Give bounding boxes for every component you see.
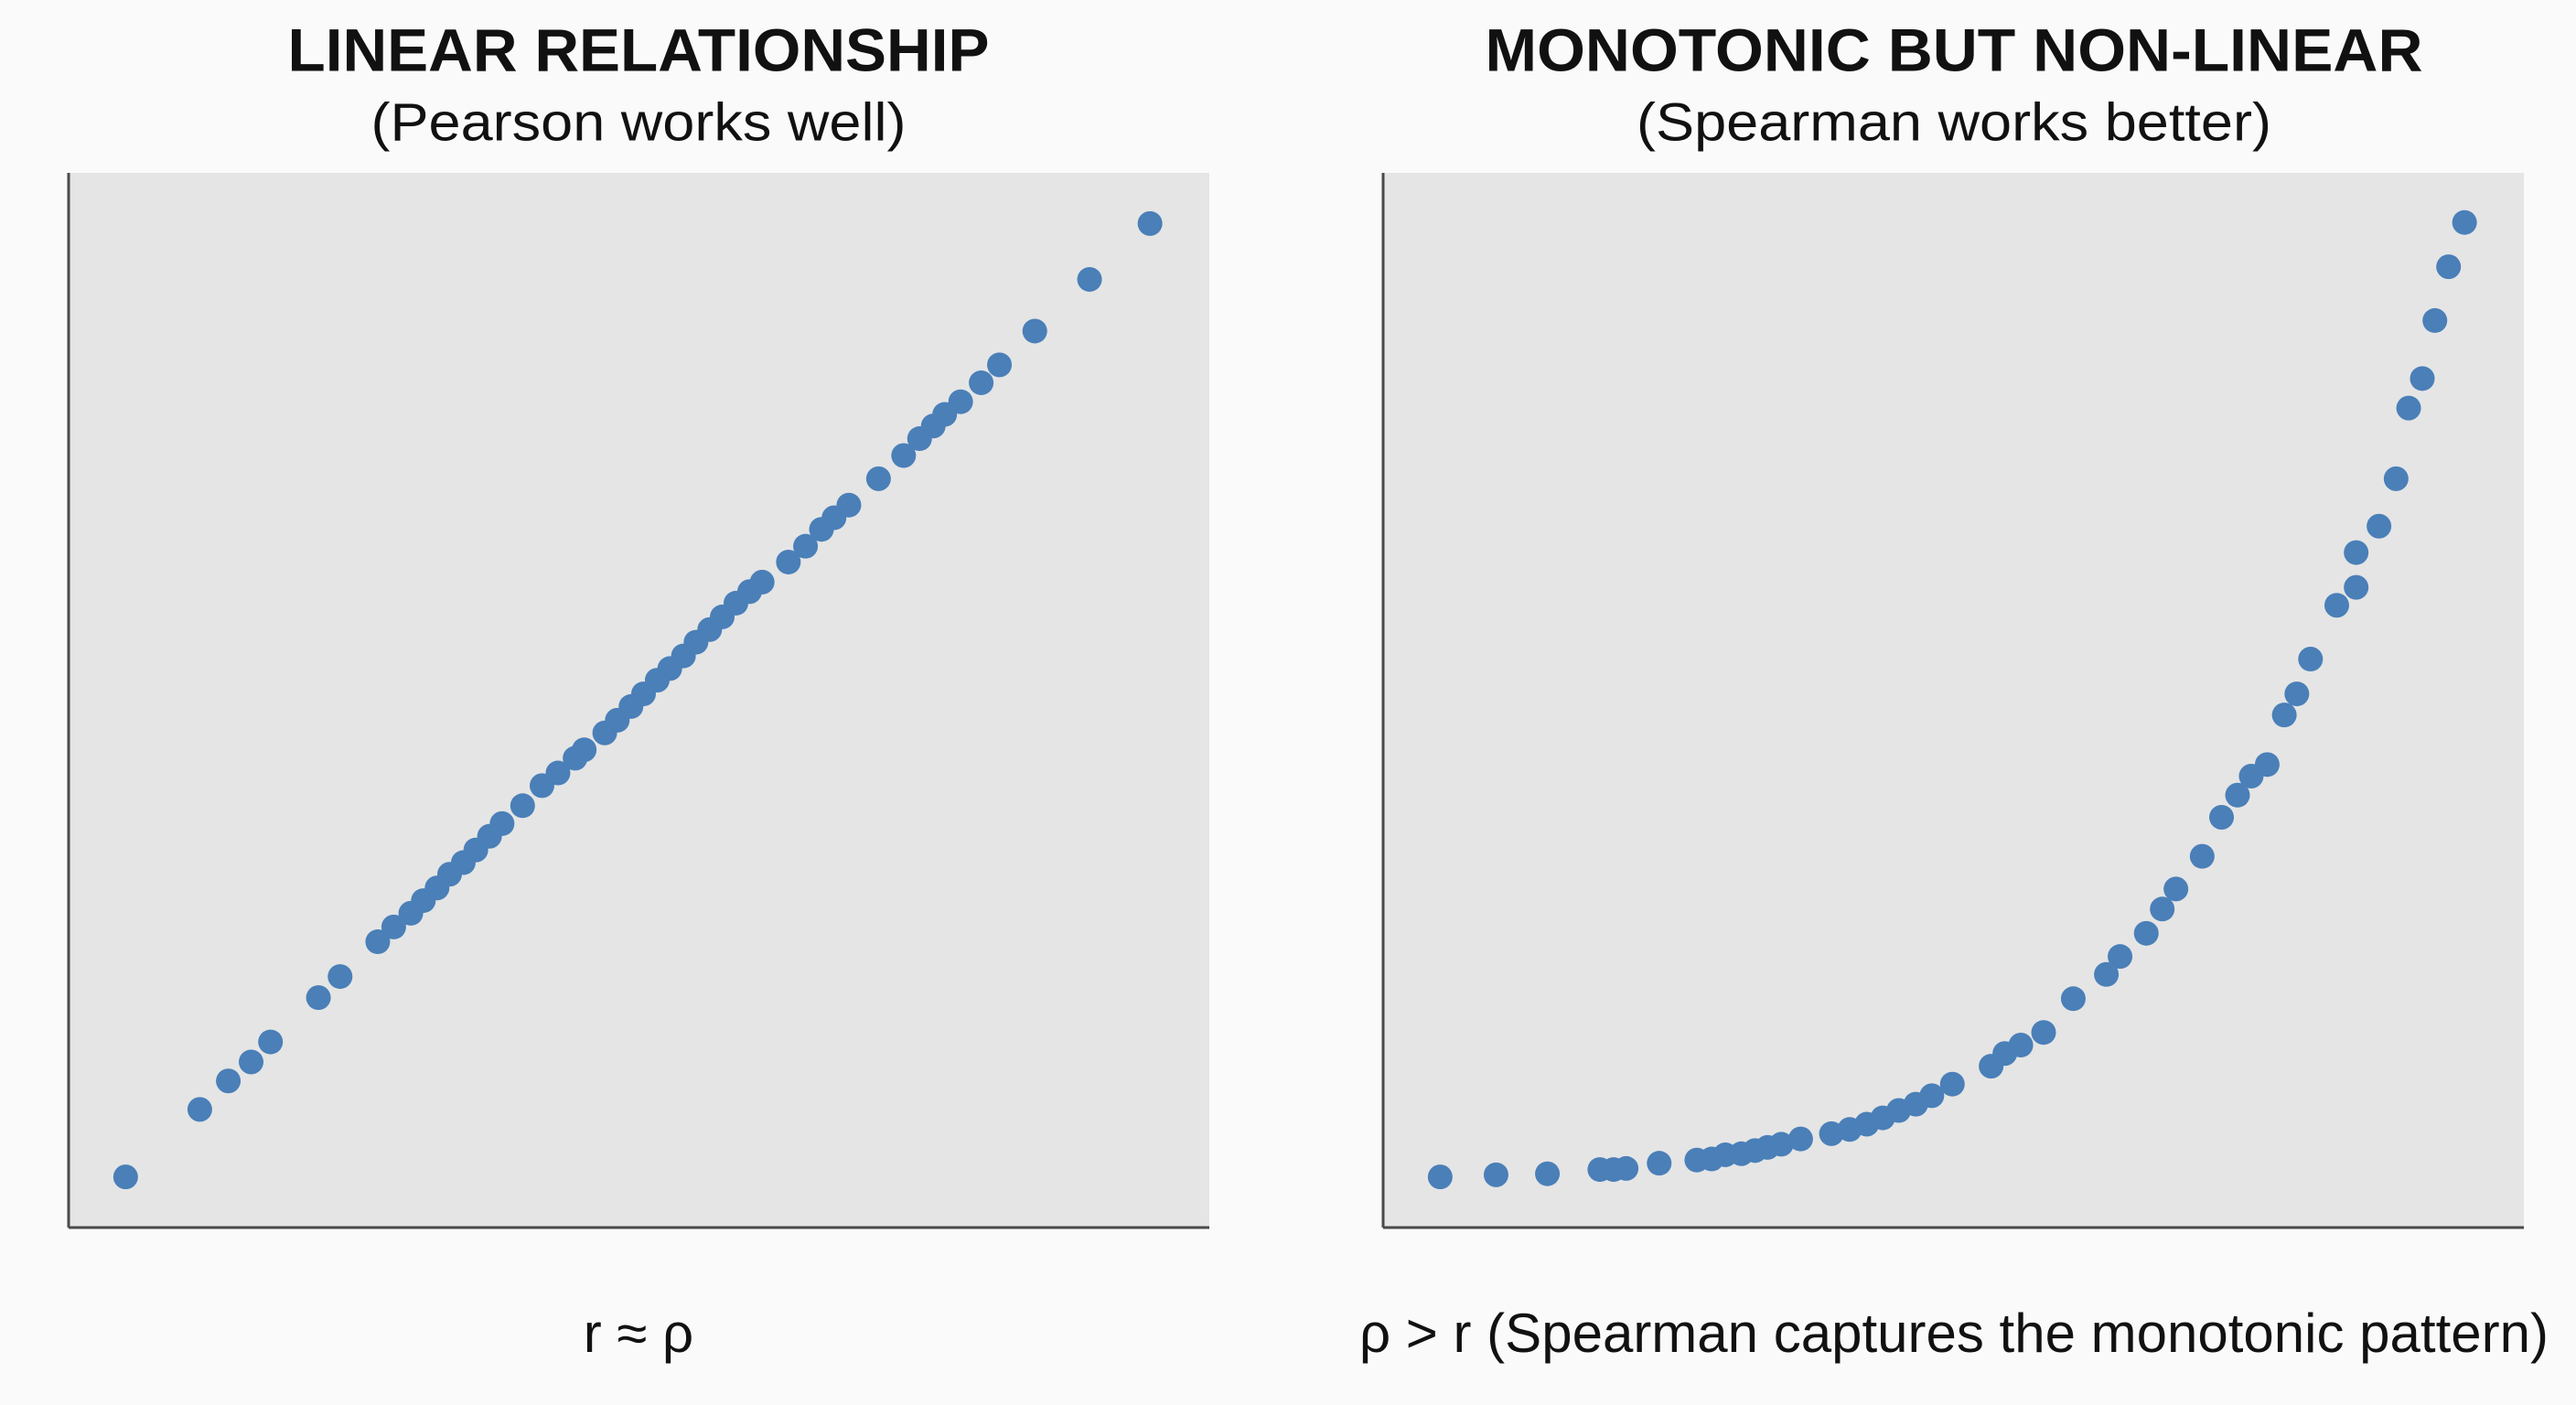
scatter-point	[187, 1097, 212, 1122]
scatter-point	[987, 352, 1013, 378]
caption: ρ > r (Spearman captures the monotonic p…	[1359, 1303, 2549, 1364]
scatter-point	[365, 929, 391, 955]
scatter-point	[2133, 920, 2159, 946]
scatter-point	[1614, 1155, 1639, 1181]
scatter-point	[2284, 681, 2310, 707]
scatter-point	[2163, 876, 2189, 902]
scatter-point	[2298, 647, 2324, 672]
scatter-point	[113, 1164, 138, 1190]
scatter-point	[1768, 1132, 1794, 1157]
scatter-point	[2367, 513, 2392, 539]
scatter-point	[1483, 1162, 1508, 1187]
scatter-point	[2383, 466, 2409, 491]
scatter-point	[1077, 266, 1102, 292]
scatter-point	[1022, 318, 1047, 344]
scatter-point	[776, 549, 801, 574]
scatter-point	[2344, 540, 2369, 565]
chart-title: LINEAR RELATIONSHIP	[288, 16, 990, 83]
scatter-point	[749, 569, 775, 595]
scatter-point	[2209, 804, 2235, 830]
scatter-point	[865, 466, 891, 491]
chart-title: MONOTONIC BUT NON-LINEAR	[1486, 16, 2423, 83]
chart-subtitle: (Pearson works well)	[371, 92, 907, 152]
scatter-point	[2225, 782, 2250, 808]
scatter-point	[1137, 210, 1163, 236]
chart-subtitle: (Spearman works better)	[1637, 92, 2271, 152]
scatter-point	[793, 533, 819, 559]
scatter-point	[2436, 254, 2462, 280]
scatter-point	[1787, 1126, 1813, 1152]
scatter-point	[1919, 1083, 1945, 1109]
scatter-point	[1939, 1071, 1965, 1097]
scatter-point	[2324, 593, 2349, 618]
scatter-point	[2150, 896, 2175, 922]
scatter-point	[1647, 1151, 1672, 1176]
scatter-point	[545, 760, 571, 786]
scatter-point	[2271, 702, 2297, 728]
scatter-point	[306, 985, 331, 1011]
scatter-point	[1535, 1161, 1561, 1186]
scatter-point	[836, 492, 862, 518]
plot-area	[1383, 173, 2524, 1228]
scatter-point	[2108, 944, 2133, 970]
scatter-point	[2452, 209, 2477, 235]
scatter-point	[381, 914, 406, 939]
scatter-point	[2031, 1020, 2056, 1046]
scatter-point	[2189, 843, 2215, 869]
caption: r ≈ ρ	[584, 1303, 693, 1364]
scatter-point	[572, 737, 597, 763]
scatter-point	[969, 370, 994, 395]
scatter-point	[891, 443, 917, 468]
scatter-point	[948, 389, 973, 414]
scatter-point	[258, 1029, 284, 1055]
scatter-point	[2396, 395, 2421, 421]
scatter-point	[1427, 1164, 1453, 1190]
scatter-point	[216, 1068, 242, 1094]
scatter-point	[2344, 574, 2369, 600]
scatter-point	[2008, 1033, 2034, 1058]
scatter-point	[510, 793, 535, 819]
scatter-point	[2422, 307, 2448, 333]
scatter-point	[239, 1049, 264, 1075]
scatter-point	[2060, 986, 2086, 1012]
scatter-point	[327, 964, 353, 990]
scatter-point	[2254, 752, 2280, 778]
scatter-point	[2410, 366, 2435, 391]
scatter-point	[489, 810, 515, 836]
scatter-point	[2094, 961, 2120, 987]
